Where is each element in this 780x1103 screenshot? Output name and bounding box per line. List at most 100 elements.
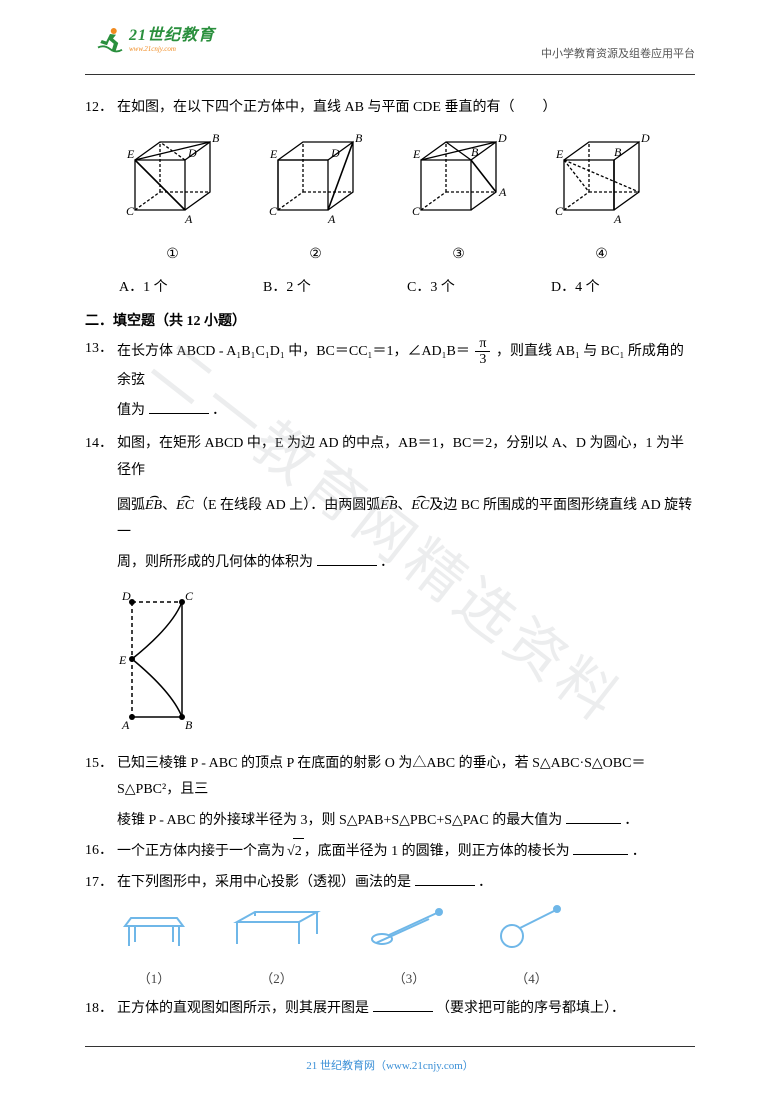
page-header: 21世纪教育 www.21cnjy.com 中小学教育资源及组卷应用平台: [85, 0, 695, 75]
q15-t2: 棱锥 P - ABC 的外接球半径为 3，则 S△PAB+S△PBC+S△PAC…: [117, 813, 562, 828]
svg-text:E: E: [555, 147, 564, 161]
q13-num: 13．: [85, 336, 117, 394]
lbl-3: ③: [401, 242, 516, 269]
proj-2: （2）: [229, 904, 324, 991]
section-2-title: 二．填空题（共 12 小题）: [85, 309, 695, 336]
svg-text:A: A: [498, 185, 507, 199]
q12-options: A．1 个 B．2 个 C．3 个 D．4 个: [119, 275, 695, 302]
svg-text:B: B: [185, 718, 193, 732]
q15: 15． 已知三棱锥 P - ABC 的顶点 P 在底面的射影 O 为△ABC 的…: [85, 751, 695, 804]
q14-sep2: 、: [397, 498, 411, 513]
proj-lbl-1: （1）: [119, 967, 189, 992]
q17-num: 17．: [85, 870, 117, 897]
sqrt-icon: [285, 839, 295, 866]
q13-body: 在长方体 ABCD - A₁B₁C₁D₁ 中，BC＝CC₁＝1，∠AD₁B＝ π…: [117, 336, 695, 394]
svg-text:A: A: [121, 718, 130, 732]
q12-figures: E B D C A E: [115, 130, 695, 241]
svg-text:C: C: [185, 589, 194, 603]
arc-ec2: EC: [411, 488, 429, 520]
q14-figure: D C E A B: [117, 587, 695, 743]
q17-blank[interactable]: [415, 872, 475, 886]
lbl-2: ②: [258, 242, 373, 269]
q14-line2: 圆弧EB、EC（E 在线段 AD 上）．由两圆弧EB、EC及边 BC 所围成的平…: [117, 488, 695, 546]
proj-lbl-3: （3）: [364, 967, 454, 992]
svg-text:C: C: [126, 204, 135, 218]
q14-t2a: 圆弧: [117, 498, 145, 513]
cube-2: E B D C A: [258, 130, 373, 241]
cube-3: E B D C A: [401, 130, 516, 241]
proj-4: （4）: [494, 904, 569, 991]
arc-eb1: EB: [145, 488, 162, 520]
svg-text:D: D: [640, 131, 650, 145]
q14-line3: 周，则所形成的几何体的体积为 ．: [117, 550, 695, 577]
q14-num: 14．: [85, 431, 117, 484]
cube-1: E B D C A: [115, 130, 230, 241]
q14-t3: 周，则所形成的几何体的体积为: [117, 555, 313, 570]
q18-t1: 正方体的直观图如图所示，则其展开图是: [117, 1001, 369, 1016]
q18-blank[interactable]: [373, 998, 433, 1012]
svg-text:B: B: [355, 131, 363, 145]
q14-body: 如图，在矩形 ABCD 中，E 为边 AD 的中点，AB＝1，BC＝2，分别以 …: [117, 431, 695, 484]
q13-t1: 在长方体 ABCD - A₁B₁C₁D₁ 中，BC＝CC₁＝1，∠AD₁B＝: [117, 344, 470, 359]
brand-main: 21世纪教育: [129, 28, 215, 44]
proj-3: （3）: [364, 904, 454, 991]
q14-blank[interactable]: [317, 552, 377, 566]
frac-den: 3: [475, 352, 490, 367]
q15-line2: 棱锥 P - ABC 的外接球半径为 3，则 S△PAB+S△PBC+S△PAC…: [117, 808, 695, 835]
q18: 18． 正方体的直观图如图所示，则其展开图是 （要求把可能的序号都填上）．: [85, 996, 695, 1023]
q15-t1: 已知三棱锥 P - ABC 的顶点 P 在底面的射影 O 为△ABC 的垂心，若…: [117, 751, 695, 804]
q13-blank[interactable]: [149, 400, 209, 414]
q15-t3: ．: [624, 813, 638, 828]
q12-text: 在如图，在以下四个正方体中，直线 AB 与平面 CDE 垂直的有（ ）: [117, 95, 695, 122]
q14: 14． 如图，在矩形 ABCD 中，E 为边 AD 的中点，AB＝1，BC＝2，…: [85, 431, 695, 484]
lbl-1: ①: [115, 242, 230, 269]
svg-text:D: D: [187, 146, 197, 160]
q16-t3: ．: [632, 844, 646, 859]
q12-labels: ① ② ③ ④: [115, 242, 695, 269]
content: 12． 在如图，在以下四个正方体中，直线 AB 与平面 CDE 垂直的有（ ） …: [85, 95, 695, 1022]
q16: 16． 一个正方体内接于一个高为2，底面半径为 1 的圆锥，则正方体的棱长为 ．: [85, 838, 695, 866]
q14-t2b: （E 在线段 AD 上）．由两圆弧: [194, 498, 380, 513]
q17: 17． 在下列图形中，采用中心投影（透视）画法的是 ．: [85, 870, 695, 897]
svg-text:E: E: [126, 147, 135, 161]
cube-4: E B D C A: [544, 130, 659, 241]
svg-text:B: B: [471, 145, 479, 159]
frac-num: π: [475, 336, 490, 352]
svg-text:A: A: [613, 212, 622, 226]
q17-t1: 在下列图形中，采用中心投影（透视）画法的是: [117, 875, 411, 890]
q12: 12． 在如图，在以下四个正方体中，直线 AB 与平面 CDE 垂直的有（ ）: [85, 95, 695, 122]
q18-body: 正方体的直观图如图所示，则其展开图是 （要求把可能的序号都填上）．: [117, 996, 695, 1023]
q17-figures: （1） （2） （3）: [119, 904, 695, 991]
svg-text:D: D: [497, 131, 507, 145]
brand-sub: www.21cnjy.com: [129, 46, 215, 53]
svg-text:D: D: [330, 146, 340, 160]
opt-a: A．1 个: [119, 275, 263, 302]
svg-text:B: B: [212, 131, 220, 145]
q17-t2: ．: [478, 875, 492, 890]
header-right-text: 中小学教育资源及组卷应用平台: [541, 45, 695, 61]
opt-c: C．3 个: [407, 275, 551, 302]
q16-t2: ，底面半径为 1 的圆锥，则正方体的棱长为: [304, 844, 570, 859]
q13-line2: 值为 ．: [117, 398, 695, 425]
q18-num: 18．: [85, 996, 117, 1023]
svg-text:E: E: [118, 653, 127, 667]
runner-icon: [95, 25, 125, 55]
q16-body: 一个正方体内接于一个高为2，底面半径为 1 的圆锥，则正方体的棱长为 ．: [117, 838, 695, 866]
q12-num: 12．: [85, 95, 117, 122]
q18-t2: （要求把可能的序号都填上）．: [436, 1001, 625, 1016]
logo: 21世纪教育 www.21cnjy.com: [95, 25, 215, 55]
q16-num: 16．: [85, 838, 117, 866]
arc-ec1: EC: [176, 488, 194, 520]
q15-blank[interactable]: [566, 810, 621, 824]
q13-t3: 值为: [117, 403, 145, 418]
q15-num: 15．: [85, 751, 117, 804]
frac-pi3: π 3: [475, 336, 490, 368]
svg-text:A: A: [184, 212, 193, 226]
q16-blank[interactable]: [573, 841, 628, 855]
svg-text:C: C: [555, 204, 564, 218]
proj-lbl-4: （4）: [494, 967, 569, 992]
q17-body: 在下列图形中，采用中心投影（透视）画法的是 ．: [117, 870, 695, 897]
opt-b: B．2 个: [263, 275, 407, 302]
svg-text:E: E: [269, 147, 278, 161]
svg-text:E: E: [412, 147, 421, 161]
